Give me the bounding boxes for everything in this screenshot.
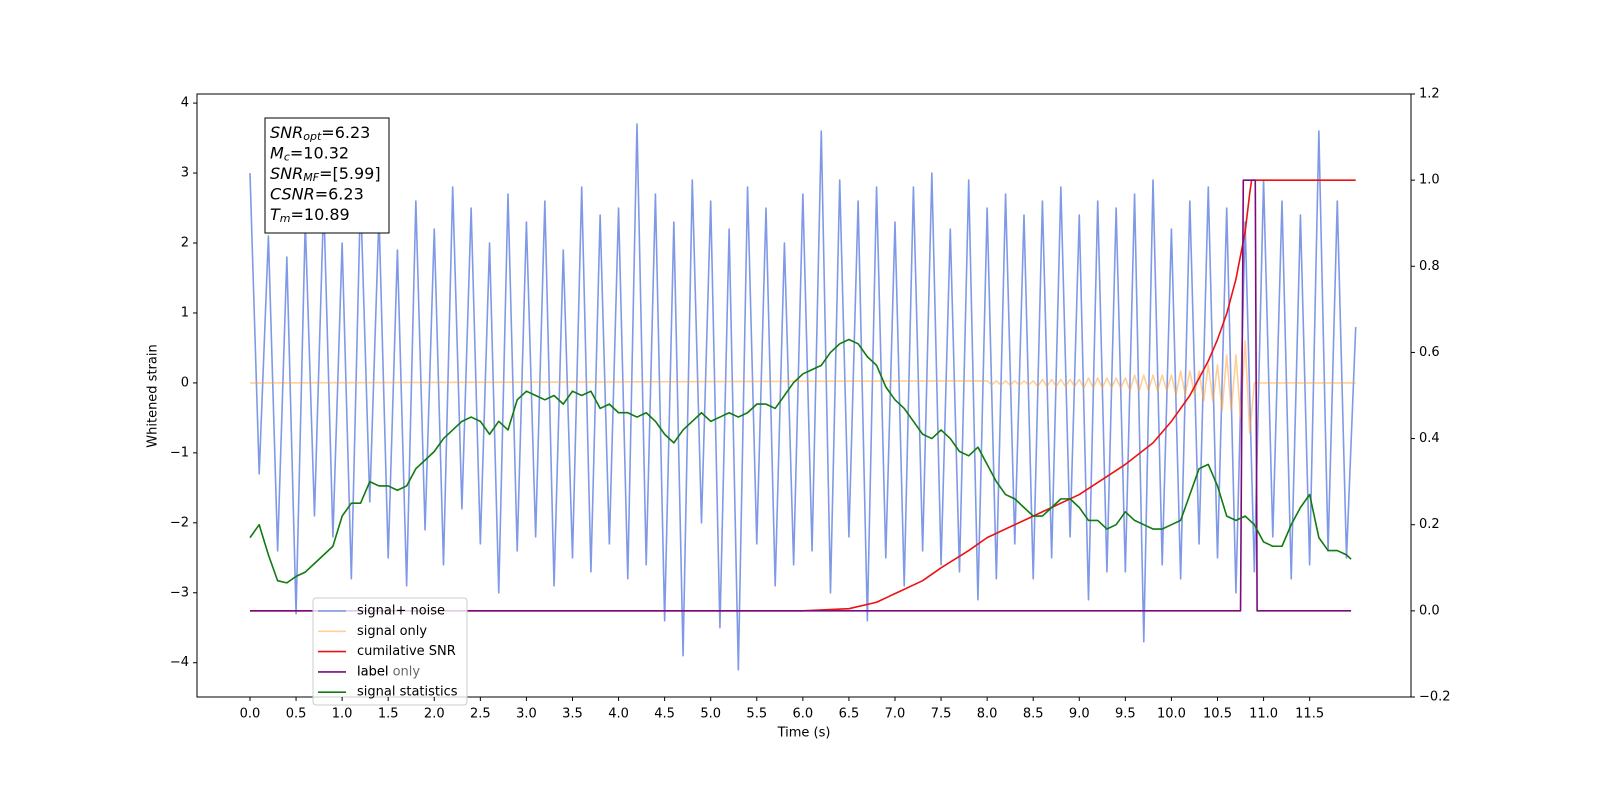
y2-tick-label: 1.0 [1419, 173, 1440, 188]
y-tick-label: 2 [181, 236, 189, 251]
series-line [249, 340, 1356, 435]
x-tick-label: 8.0 [977, 707, 998, 722]
x-tick-label: 1.0 [332, 707, 353, 722]
y2-tick-label: 1.2 [1419, 87, 1440, 102]
info-box-frame [264, 117, 390, 234]
y-axis-label: Whitened strain [146, 344, 161, 447]
y2-tick-label: −0.2 [1419, 690, 1451, 705]
plot-area [249, 123, 1357, 671]
y2-tick-label: 0.4 [1419, 431, 1440, 446]
x-tick-label: 6.5 [839, 707, 860, 722]
info-subscript: c [284, 151, 290, 164]
info-line: CSNR=6.23 [270, 184, 364, 203]
x-tick-label: 8.5 [1023, 707, 1044, 722]
info-value: =10.32 [290, 143, 349, 162]
info-symbol: SNR [270, 164, 303, 183]
info-box: SNRopt=6.23Mc=10.32SNRMF=[5.99]CSNR=6.23… [264, 117, 390, 234]
info-value: =6.23 [321, 123, 370, 142]
x-tick-label: 7.0 [885, 707, 906, 722]
x-tick-label: 1.5 [378, 707, 399, 722]
info-subscript: MF [303, 171, 319, 184]
y-tick-label: −2 [170, 515, 189, 530]
y-tick-label: −3 [170, 585, 189, 600]
info-value: =[5.99] [319, 164, 381, 183]
y-tick-label: 0 [181, 375, 189, 390]
info-symbol: M [270, 143, 284, 162]
legend-overlapped-text: label only [357, 665, 420, 680]
x-axis-label: Time (s) [777, 726, 831, 741]
y2-tick-label: 0.6 [1419, 345, 1440, 360]
info-line: Tm=10.89 [270, 205, 350, 226]
info-subscript: m [280, 212, 291, 225]
y2-tick-label: 0.2 [1419, 517, 1440, 532]
x-tick-label: 2.0 [424, 707, 445, 722]
info-subscript: opt [303, 130, 322, 143]
y-tick-label: 1 [181, 305, 189, 320]
x-tick-label: 4.5 [654, 707, 675, 722]
y2-tick-label: 0.0 [1419, 603, 1440, 618]
legend-label: cumilative SNR [357, 644, 456, 659]
y-tick-label: −1 [170, 445, 189, 460]
legend-label: signal+ noise [357, 604, 445, 619]
x-tick-label: 4.0 [608, 707, 629, 722]
legend-label: signal statistics [357, 685, 458, 700]
x-tick-label: 10.0 [1157, 707, 1186, 722]
x-tick-label: 11.0 [1249, 707, 1278, 722]
series-line [249, 123, 1357, 671]
series-line [249, 179, 1352, 612]
info-line: SNRMF=[5.99] [270, 164, 381, 185]
x-tick-label: 3.5 [562, 707, 583, 722]
legend-frame [312, 597, 468, 706]
y-tick-label: 3 [181, 166, 189, 181]
info-symbol: CSNR [270, 184, 315, 203]
legend-label: label [357, 664, 388, 679]
info-value: =6.23 [315, 184, 364, 203]
x-tick-label: 9.5 [1115, 707, 1136, 722]
x-tick-label: 2.5 [470, 707, 491, 722]
info-symbol: T [270, 205, 281, 224]
series-line [249, 179, 1356, 612]
series-line [249, 338, 1352, 584]
legend-label: signal only [357, 624, 427, 639]
x-tick-label: 7.5 [931, 707, 952, 722]
info-line: Mc=10.32 [270, 143, 349, 164]
y-tick-label: 4 [181, 96, 189, 111]
y-tick-label: −4 [170, 655, 189, 670]
legend: label only signal+ noise signal only cumila… [312, 597, 468, 706]
y2-tick-label: 0.8 [1419, 259, 1440, 274]
x-tick-label: 6.0 [793, 707, 814, 722]
info-line: SNRopt=6.23 [270, 123, 370, 144]
x-tick-label: 10.5 [1203, 707, 1232, 722]
x-tick-label: 0.0 [240, 707, 261, 722]
x-tick-label: 11.5 [1295, 707, 1324, 722]
x-tick-label: 5.5 [746, 707, 767, 722]
axes-frame [196, 93, 1412, 698]
x-tick-label: 0.5 [286, 707, 307, 722]
info-symbol: SNR [270, 123, 303, 142]
x-tick-label: 5.0 [700, 707, 721, 722]
info-value: =10.89 [291, 205, 350, 224]
x-tick-label: 3.0 [516, 707, 537, 722]
x-tick-label: 9.0 [1069, 707, 1090, 722]
